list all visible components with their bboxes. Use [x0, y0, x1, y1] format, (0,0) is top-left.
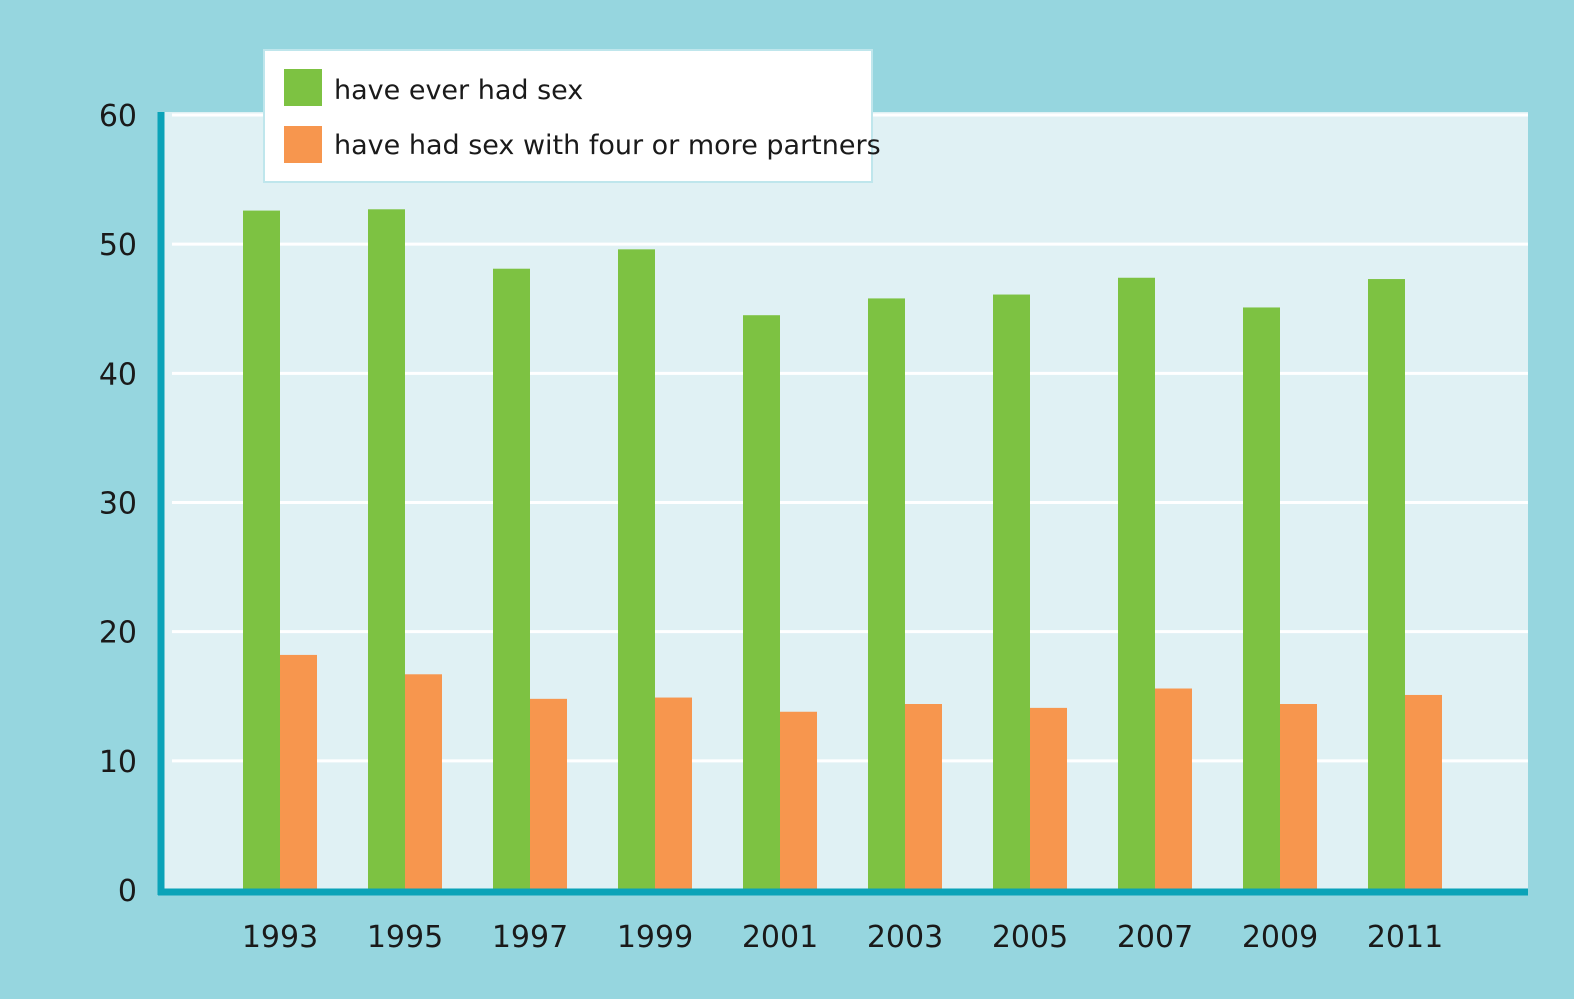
- legend-label-ever-had-sex: have ever had sex: [334, 75, 583, 106]
- y-tick-label: 60: [99, 99, 137, 134]
- x-tick-label: 1995: [367, 920, 443, 955]
- bar-four-or-more-partners-1999: [655, 697, 692, 890]
- bar-four-or-more-partners-2005: [1030, 707, 1067, 890]
- legend-label-four-or-more-partners: have had sex with four or more partners: [334, 130, 881, 161]
- legend: have ever had sex have had sex with four…: [263, 49, 881, 183]
- bar-ever-had-sex-1997: [493, 268, 530, 890]
- bars: [243, 209, 1442, 891]
- legend-box: [263, 49, 873, 183]
- bar-four-or-more-partners-2007: [1155, 688, 1192, 890]
- x-tick-labels: 1993 1995 1997 1999 2001 2003 2005 2007 2009 2011: [242, 920, 1443, 955]
- bar-four-or-more-partners-2009: [1280, 704, 1317, 890]
- x-tick-label: 1999: [617, 920, 693, 955]
- bar-four-or-more-partners-2001: [780, 711, 817, 890]
- y-tick-label: 10: [99, 745, 137, 780]
- bar-four-or-more-partners-2011: [1405, 694, 1442, 890]
- y-tick-label: 50: [99, 228, 137, 263]
- x-tick-label: 1997: [492, 920, 568, 955]
- axes: [157, 112, 1528, 896]
- bar-ever-had-sex-2007: [1118, 277, 1155, 890]
- x-tick-label: 2005: [992, 920, 1068, 955]
- legend-swatch-orange: [284, 126, 322, 163]
- bar-ever-had-sex-2005: [993, 294, 1030, 891]
- bar-ever-had-sex-2011: [1368, 279, 1405, 891]
- x-tick-label: 2009: [1242, 920, 1318, 955]
- y-tick-label: 40: [99, 357, 137, 392]
- bar-four-or-more-partners-1995: [405, 674, 442, 890]
- y-tick-labels: 0 10 20 30 40 50 60: [99, 99, 137, 909]
- bar-ever-had-sex-1993: [243, 210, 280, 891]
- x-tick-label: 2011: [1367, 920, 1443, 955]
- bar-four-or-more-partners-1993: [280, 654, 317, 890]
- bar-ever-had-sex-2009: [1243, 307, 1280, 890]
- y-tick-label: 20: [99, 616, 137, 651]
- bar-ever-had-sex-1995: [368, 209, 405, 890]
- x-tick-label: 2003: [867, 920, 943, 955]
- bar-four-or-more-partners-2003: [905, 704, 942, 890]
- y-tick-label: 30: [99, 487, 137, 522]
- bar-ever-had-sex-2003: [868, 298, 905, 891]
- bar-ever-had-sex-2001: [743, 315, 780, 890]
- y-tick-label: 0: [118, 874, 137, 909]
- bar-four-or-more-partners-1997: [530, 698, 567, 890]
- x-tick-label: 2001: [742, 920, 818, 955]
- bar-ever-had-sex-1999: [618, 249, 655, 891]
- legend-swatch-green: [284, 69, 322, 106]
- x-tick-label: 1993: [242, 920, 318, 955]
- x-tick-label: 2007: [1117, 920, 1193, 955]
